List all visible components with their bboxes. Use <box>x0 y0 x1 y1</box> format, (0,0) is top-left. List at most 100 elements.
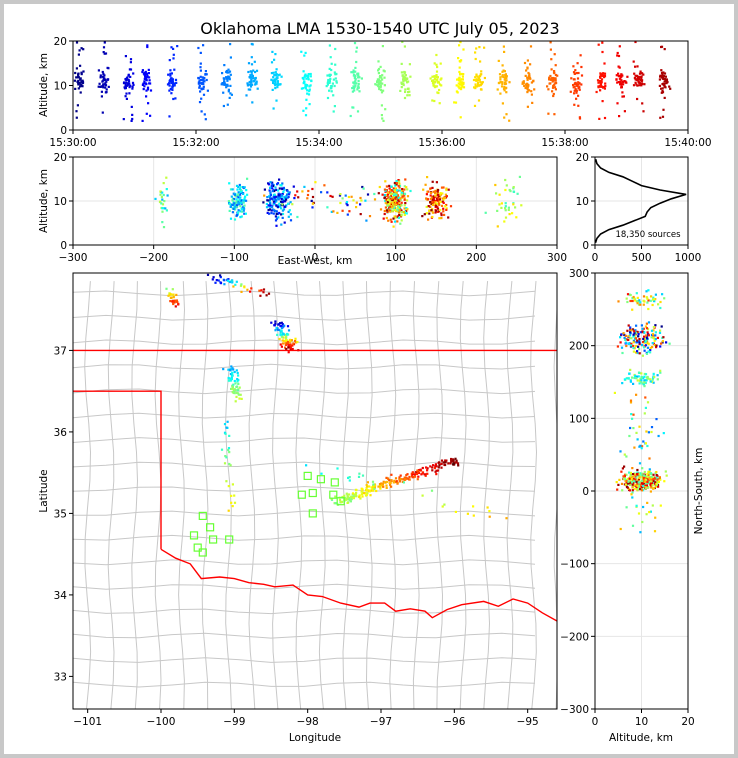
ew-altitude-point <box>236 205 239 208</box>
ew-altitude-point <box>400 189 403 192</box>
ns-altitude-point <box>625 341 628 344</box>
time-altitude-point <box>505 86 508 89</box>
time-altitude-point <box>475 78 478 81</box>
ew-altitude-point <box>431 196 434 199</box>
ns-altitude-point <box>652 298 655 301</box>
figure-title: Oklahoma LMA 1530-1540 UTC July 05, 2023 <box>200 19 559 38</box>
time-altitude-point <box>457 57 460 60</box>
time-altitude-point <box>549 74 552 78</box>
time-altitude-point <box>599 80 602 83</box>
time-altitude-point <box>479 60 482 63</box>
time-altitude-point <box>554 88 557 91</box>
time-altitude-point <box>148 76 151 79</box>
county-line <box>72 314 536 321</box>
plan-view-point <box>361 474 365 477</box>
plan-view-point <box>346 501 349 504</box>
ew-altitude-point <box>281 203 284 206</box>
time-altitude-point <box>225 70 228 73</box>
time-altitude-point <box>473 86 476 89</box>
time-altitude-point <box>461 75 464 78</box>
time-altitude-point <box>222 83 225 86</box>
ns-altitude-point <box>633 480 636 483</box>
time-altitude-point <box>307 73 310 76</box>
time-altitude-point <box>501 64 504 67</box>
county-line <box>72 388 536 395</box>
time-altitude-point <box>170 77 173 80</box>
ew-altitude-point <box>273 202 276 205</box>
ew-altitude-point <box>273 193 276 196</box>
ns-altitude-point <box>620 470 623 473</box>
time-altitude-point <box>275 99 278 102</box>
ew-altitude-point <box>233 202 236 205</box>
time-altitude-point <box>103 74 106 77</box>
time-tick-label: 15:32:00 <box>172 137 219 149</box>
plan-view-point <box>232 390 236 393</box>
time-altitude-point <box>575 72 578 75</box>
time-altitude-point <box>658 84 661 87</box>
time-altitude-point <box>127 78 130 81</box>
ew-altitude-point <box>268 200 271 203</box>
time-altitude-point <box>499 92 502 95</box>
plan-view-point <box>447 462 450 465</box>
ns-altitude-point <box>620 346 624 349</box>
altitude-tick-label: 10 <box>635 716 648 728</box>
plan-view-point <box>385 484 388 487</box>
time-altitude-point <box>381 78 384 81</box>
time-altitude-point <box>357 85 360 88</box>
ns-altitude-point <box>637 473 640 476</box>
time-altitude-point <box>572 86 575 89</box>
time-altitude-point <box>526 88 529 91</box>
latitude-tick-label: 37 <box>54 345 67 357</box>
plan-view-point <box>239 284 243 287</box>
time-altitude-point <box>556 74 559 77</box>
time-altitude-point <box>639 76 642 79</box>
time-altitude-point <box>330 62 333 65</box>
ew-altitude-point <box>389 193 392 196</box>
ew-altitude-point <box>278 205 281 208</box>
ns-altitude-point <box>623 465 626 468</box>
time-altitude-point <box>472 78 476 82</box>
time-altitude-point <box>305 84 308 88</box>
ew-altitude-point <box>269 204 272 207</box>
ns-altitude-point <box>649 378 652 381</box>
time-altitude-point <box>458 44 461 47</box>
time-altitude-point <box>275 77 278 80</box>
time-altitude-point <box>406 94 409 97</box>
ew-altitude-point <box>438 195 441 198</box>
time-tick-label: 15:38:00 <box>541 137 588 149</box>
ew-altitude-point <box>422 188 425 191</box>
ew-altitude-point <box>494 183 497 187</box>
time-altitude-point <box>103 78 106 82</box>
time-altitude-point <box>402 82 405 85</box>
ew-altitude-point <box>289 201 292 204</box>
time-altitude-point <box>499 78 502 81</box>
time-altitude-point <box>100 95 103 98</box>
ew-altitude-point <box>392 225 395 228</box>
time-altitude-point <box>300 87 303 90</box>
time-altitude-point <box>131 85 134 88</box>
ns-altitude-point <box>657 480 660 484</box>
time-altitude-point <box>503 70 506 73</box>
time-altitude-point <box>620 85 623 88</box>
plan-view-frame <box>72 272 558 710</box>
ew-altitude-point <box>393 199 396 202</box>
county-line <box>436 281 444 710</box>
ew-altitude-point <box>436 207 440 210</box>
ew-altitude-point <box>402 211 405 214</box>
plan-view-point <box>352 495 355 498</box>
ew-altitude-point <box>406 199 409 202</box>
time-altitude-point <box>169 69 172 72</box>
time-altitude-point <box>101 80 104 83</box>
plan-view-point <box>229 368 232 372</box>
ns-altitude-point <box>649 348 652 352</box>
ns-altitude-point <box>647 289 650 292</box>
ew-altitude-point <box>284 195 288 198</box>
ew-altitude-point <box>516 192 519 195</box>
plan-view-point <box>289 346 292 349</box>
time-altitude-point <box>197 82 200 85</box>
time-altitude-point <box>552 71 556 74</box>
time-altitude-point <box>273 78 276 81</box>
ew-altitude-point <box>396 206 399 210</box>
latitude-tick-label: 33 <box>54 671 67 683</box>
ew-altitude-point <box>439 209 442 212</box>
